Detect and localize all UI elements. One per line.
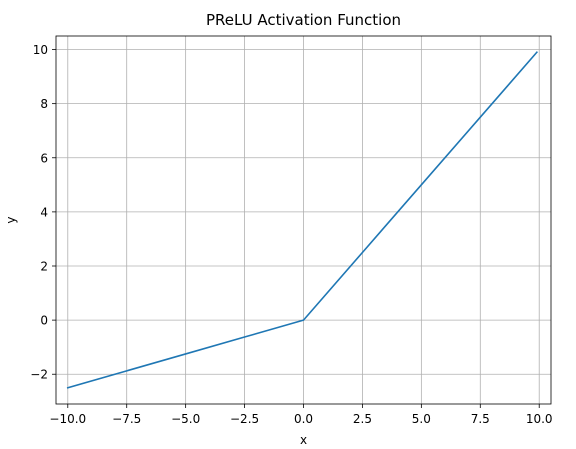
x-tick-label: 7.5 <box>471 412 490 426</box>
y-tick-label: 4 <box>40 205 48 219</box>
x-tick-label: 0.0 <box>294 412 313 426</box>
x-tick-label: −5.0 <box>171 412 200 426</box>
y-tick-label: 0 <box>40 314 48 328</box>
series-layer <box>66 51 538 389</box>
chart-title: PReLU Activation Function <box>206 11 401 29</box>
y-tick-label: 10 <box>33 43 48 57</box>
y-tick-label: 2 <box>40 260 48 274</box>
series-line <box>66 51 538 389</box>
x-axis-label: x <box>300 433 307 447</box>
x-tick-label: 10.0 <box>526 412 553 426</box>
x-tick-label: 5.0 <box>412 412 431 426</box>
y-tick-label: −2 <box>30 368 48 382</box>
ticks: −10.0 −7.5 −5.0 −2.5 0.0 2.5 5.0 7.5 10.0 −2 0 2 4 6 8… <box>30 43 552 426</box>
y-axis-label: y <box>4 216 18 223</box>
y-tick-label: 6 <box>40 151 48 165</box>
x-tick-label: −10.0 <box>49 412 86 426</box>
x-tick-label: −2.5 <box>230 412 259 426</box>
x-tick-label: −7.5 <box>112 412 141 426</box>
y-tick-label: 8 <box>40 97 48 111</box>
x-tick-label: 2.5 <box>353 412 372 426</box>
